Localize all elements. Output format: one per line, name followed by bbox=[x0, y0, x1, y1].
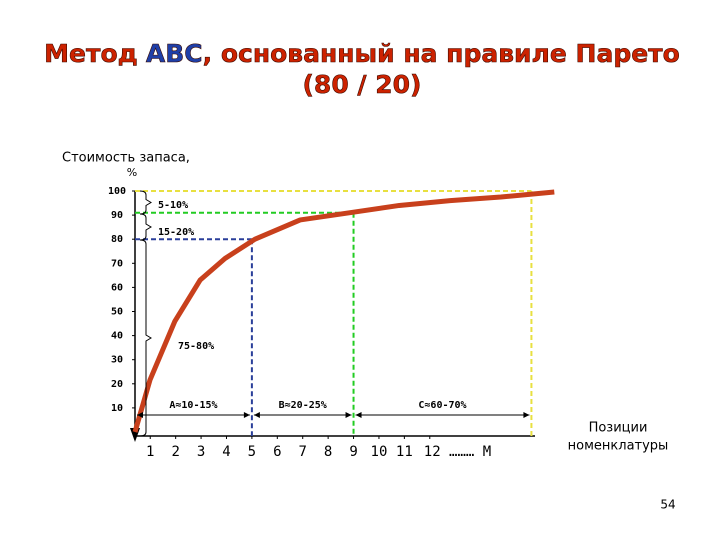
y-tick-label: 20 bbox=[111, 379, 123, 390]
title: Метод ABC, основанный на правиле Парето bbox=[44, 39, 680, 68]
x-label: номенклатуры bbox=[568, 439, 669, 454]
brace bbox=[139, 213, 152, 241]
group-label: C≈60-70% bbox=[418, 400, 466, 411]
x-tick-label: 2 bbox=[171, 444, 179, 460]
brace-label: 75-80% bbox=[178, 341, 214, 352]
brace-label: 15-20% bbox=[158, 227, 194, 238]
y-tick-label: 40 bbox=[111, 331, 123, 342]
x-tick-label: 1 bbox=[146, 444, 154, 460]
brace bbox=[139, 239, 152, 437]
x-tick-label: 7 bbox=[298, 444, 306, 460]
y-tick-label: 90 bbox=[111, 210, 123, 221]
brace bbox=[139, 190, 152, 215]
x-tick-label: 12 ……… M bbox=[424, 444, 491, 460]
x-tick-label: 10 bbox=[371, 444, 388, 460]
y-tick-label: 80 bbox=[111, 234, 123, 245]
y-tick-label: 10 bbox=[111, 403, 123, 414]
x-tick-label: 6 bbox=[273, 444, 281, 460]
x-tick-label: 3 bbox=[197, 444, 205, 460]
x-tick-label: 8 bbox=[324, 444, 332, 460]
y-label: % bbox=[127, 166, 137, 179]
x-tick-label: 9 bbox=[349, 444, 357, 460]
x-tick-label: 11 bbox=[396, 444, 413, 460]
y-tick-label: 100 bbox=[108, 186, 126, 197]
title-part: Метод bbox=[44, 39, 138, 68]
y-tick-label: 70 bbox=[111, 258, 123, 269]
y-tick-label: 30 bbox=[111, 355, 123, 366]
title-line: (80 / 20) bbox=[303, 70, 422, 99]
y-tick-label: 60 bbox=[111, 282, 123, 293]
title-part: ABC bbox=[146, 39, 203, 68]
page-number: 54 bbox=[660, 498, 675, 512]
brace-label: 5-10% bbox=[158, 200, 188, 211]
y-tick-label: 50 bbox=[111, 307, 123, 318]
x-tick-label: 4 bbox=[222, 444, 230, 460]
group-label: A≈10-15% bbox=[169, 400, 217, 411]
x-label: Позиции bbox=[589, 421, 648, 436]
curve bbox=[132, 189, 555, 433]
title-part: , основанный на правиле Парето bbox=[203, 39, 680, 68]
x-tick-label: 5 bbox=[248, 444, 256, 460]
y-label: Стоимость запаса, bbox=[62, 151, 190, 166]
group-label: B≈20-25% bbox=[279, 400, 327, 411]
